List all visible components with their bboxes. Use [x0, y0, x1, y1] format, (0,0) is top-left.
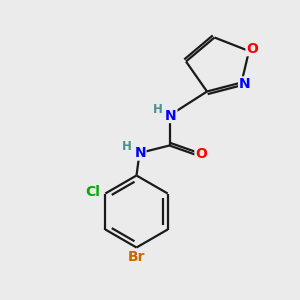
- Text: O: O: [195, 148, 207, 161]
- Text: Cl: Cl: [85, 185, 100, 199]
- Text: O: O: [246, 42, 258, 56]
- Text: N: N: [134, 146, 146, 160]
- Text: H: H: [153, 103, 162, 116]
- Text: H: H: [122, 140, 132, 153]
- Text: N: N: [239, 77, 250, 91]
- Text: N: N: [165, 109, 177, 122]
- Text: Br: Br: [128, 250, 145, 264]
